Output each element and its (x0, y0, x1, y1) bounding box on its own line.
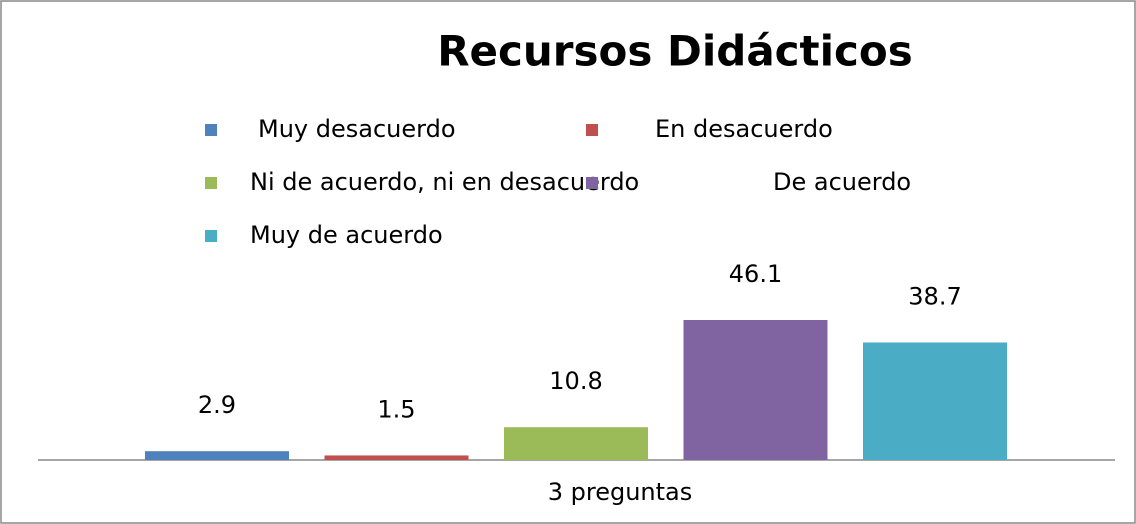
legend-marker (205, 124, 217, 136)
data-label: 2.9 (198, 391, 236, 419)
legend-label: Muy de acuerdo (250, 221, 443, 249)
bar (863, 342, 1007, 460)
legend-label: Muy desacuerdo (258, 115, 456, 143)
legend-marker (205, 230, 217, 242)
legend-label: En desacuerdo (655, 115, 833, 143)
data-label: 10.8 (549, 367, 602, 395)
bar (145, 451, 289, 460)
data-label: 38.7 (908, 282, 961, 310)
legend-label: Ni de acuerdo, ni en desacuerdo (250, 168, 639, 196)
data-label: 46.1 (729, 260, 782, 288)
legend-marker (586, 177, 598, 189)
x-tick-label: 3 preguntas (548, 478, 693, 506)
chart-title: Recursos Didácticos (437, 27, 913, 76)
data-label: 1.5 (377, 395, 415, 423)
legend-marker (586, 124, 598, 136)
bar (324, 455, 469, 460)
legend-label: De acuerdo (773, 168, 911, 196)
bar (504, 427, 648, 460)
bar (683, 320, 828, 460)
legend-marker (205, 177, 217, 189)
